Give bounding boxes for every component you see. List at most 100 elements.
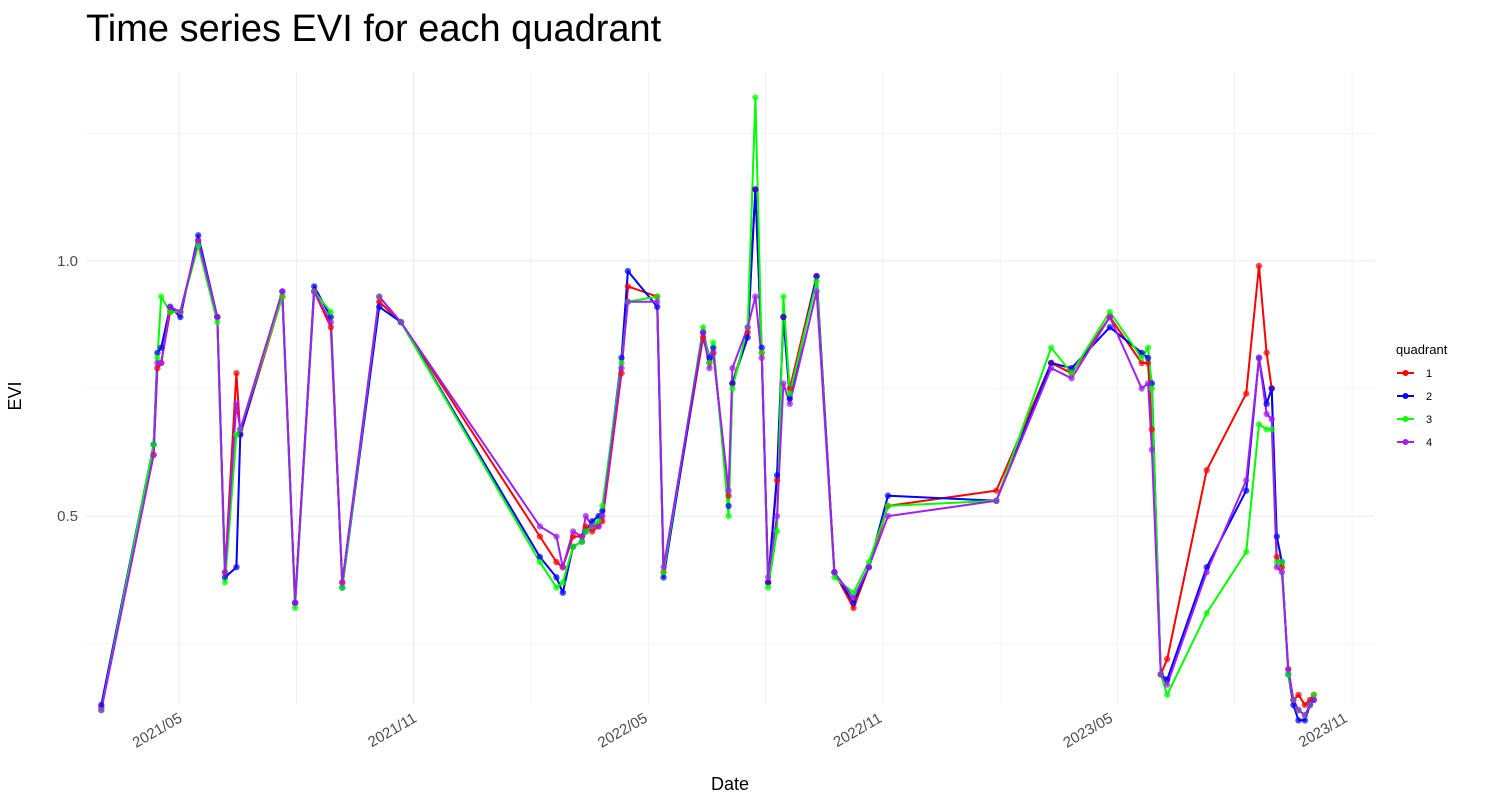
data-point-quadrant-3: [699, 324, 707, 331]
data-point-quadrant-4: [1263, 410, 1270, 418]
data-point-quadrant-2: [1106, 324, 1114, 331]
data-point-quadrant-3: [1278, 558, 1286, 566]
data-point-quadrant-3: [194, 242, 202, 249]
data-point-quadrant-3: [327, 308, 334, 316]
data-point-quadrant-4: [850, 594, 857, 601]
data-point-quadrant-2: [327, 313, 334, 321]
data-point-quadrant-4: [624, 298, 632, 305]
data-point-quadrant-4: [1255, 354, 1263, 362]
data-point-quadrant-2: [158, 344, 165, 351]
data-point-quadrant-1: [553, 558, 560, 566]
data-point-quadrant-2: [773, 472, 781, 479]
data-point-quadrant-2: [884, 492, 892, 499]
data-point-quadrant-4: [786, 400, 793, 408]
data-point-quadrant-3: [158, 293, 165, 300]
data-point-quadrant-3: [553, 584, 560, 591]
data-point-quadrant-2: [98, 701, 105, 709]
data-point-quadrant-3: [279, 293, 286, 300]
data-point-quadrant-4: [1278, 569, 1286, 576]
data-point-quadrant-2: [1047, 359, 1055, 367]
legend-label-3: 3: [1426, 414, 1432, 426]
data-point-quadrant-1: [1163, 655, 1171, 663]
data-point-quadrant-4: [653, 298, 661, 305]
data-point-quadrant-4: [660, 563, 667, 571]
data-point-quadrant-4: [1144, 380, 1152, 387]
data-point-quadrant-3: [660, 569, 667, 576]
data-point-quadrant-2: [618, 354, 625, 362]
data-point-quadrant-3: [1263, 426, 1270, 433]
data-point-quadrant-4: [98, 706, 105, 714]
plot-points: [98, 94, 1318, 724]
data-point-quadrant-3: [1285, 671, 1292, 678]
data-point-quadrant-3: [725, 512, 732, 520]
data-point-quadrant-2: [588, 518, 596, 525]
data-point-quadrant-1: [588, 528, 596, 535]
data-point-quadrant-3: [710, 339, 717, 346]
data-point-quadrant-2: [154, 349, 161, 356]
chart-title: Time series EVI for each quadrant: [86, 8, 662, 50]
data-point-quadrant-4: [813, 288, 820, 295]
data-point-quadrant-3: [559, 579, 567, 586]
legend-label-1: 1: [1426, 368, 1432, 380]
data-point-quadrant-2: [850, 599, 857, 607]
data-point-quadrant-1: [699, 334, 707, 341]
data-point-quadrant-4: [1138, 385, 1145, 392]
data-point-quadrant-2: [764, 579, 772, 586]
data-point-quadrant-4: [311, 288, 318, 295]
data-point-quadrant-3: [1203, 609, 1210, 617]
x-tick-label: 2022/11: [831, 710, 885, 751]
x-axis-title: Date: [711, 774, 749, 794]
data-point-quadrant-1: [154, 364, 161, 372]
data-point-quadrant-4: [1273, 563, 1281, 571]
data-point-quadrant-3: [780, 293, 787, 300]
data-point-quadrant-3: [758, 349, 765, 356]
data-point-quadrant-4: [865, 563, 873, 571]
data-point-quadrant-4: [1290, 696, 1297, 704]
data-point-quadrant-3: [1106, 308, 1114, 316]
data-point-quadrant-3: [1255, 421, 1263, 428]
data-point-quadrant-3: [1268, 426, 1275, 433]
data-point-quadrant-4: [237, 426, 244, 433]
data-point-quadrant-2: [233, 563, 240, 571]
data-point-quadrant-3: [786, 390, 793, 397]
data-point-quadrant-2: [660, 574, 667, 581]
data-point-quadrant-2: [786, 395, 793, 402]
data-point-quadrant-1: [1243, 390, 1250, 397]
data-point-quadrant-4: [758, 354, 765, 362]
data-point-quadrant-1: [618, 369, 625, 377]
data-point-quadrant-4: [710, 349, 717, 356]
data-point-quadrant-4: [158, 359, 165, 367]
y-axis-title: EVI: [5, 381, 25, 410]
data-point-quadrant-4: [1106, 313, 1114, 321]
data-point-quadrant-1: [1273, 553, 1281, 561]
data-point-quadrant-2: [177, 313, 184, 321]
data-point-quadrant-1: [233, 369, 240, 377]
series-line-quadrant-1: [100, 188, 1315, 708]
data-point-quadrant-2: [1163, 676, 1171, 683]
data-point-quadrant-3: [221, 579, 229, 586]
data-point-quadrant-2: [553, 574, 560, 581]
legend-key-point-1: [1402, 370, 1409, 376]
data-point-quadrant-4: [706, 364, 713, 372]
data-point-quadrant-4: [1047, 364, 1055, 372]
data-point-quadrant-4: [1157, 671, 1165, 678]
data-point-quadrant-3: [618, 359, 625, 367]
data-point-quadrant-4: [1243, 477, 1250, 484]
data-point-quadrant-2: [536, 553, 544, 561]
data-point-quadrant-4: [578, 533, 586, 540]
data-point-quadrant-4: [780, 380, 787, 387]
data-point-quadrant-4: [279, 288, 286, 295]
data-point-quadrant-3: [850, 589, 857, 596]
data-point-quadrant-4: [595, 523, 602, 530]
data-point-quadrant-2: [706, 354, 713, 362]
data-point-quadrant-3: [578, 538, 586, 545]
data-point-quadrant-2: [559, 589, 567, 596]
data-point-quadrant-3: [1138, 354, 1145, 362]
data-point-quadrant-2: [194, 232, 202, 239]
data-point-quadrant-4: [764, 574, 772, 581]
data-point-quadrant-2: [1243, 487, 1250, 494]
data-point-quadrant-3: [214, 318, 221, 326]
data-point-quadrant-2: [729, 380, 736, 387]
series-line-quadrant-2: [100, 188, 1315, 722]
data-point-quadrant-3: [764, 584, 772, 591]
